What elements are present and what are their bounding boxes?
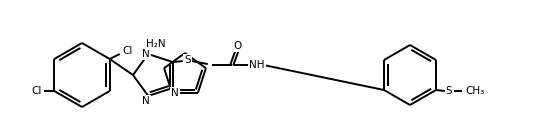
Text: H₂N: H₂N <box>146 39 166 49</box>
Text: S: S <box>445 86 452 96</box>
Text: O: O <box>233 41 242 51</box>
Text: N: N <box>142 96 150 106</box>
Text: CH₃: CH₃ <box>465 86 485 96</box>
Text: Cl: Cl <box>123 46 133 56</box>
Text: Cl: Cl <box>31 86 41 96</box>
Text: N: N <box>171 88 179 98</box>
Text: S: S <box>184 55 191 65</box>
Text: N: N <box>142 49 150 59</box>
Text: NH: NH <box>249 60 264 70</box>
